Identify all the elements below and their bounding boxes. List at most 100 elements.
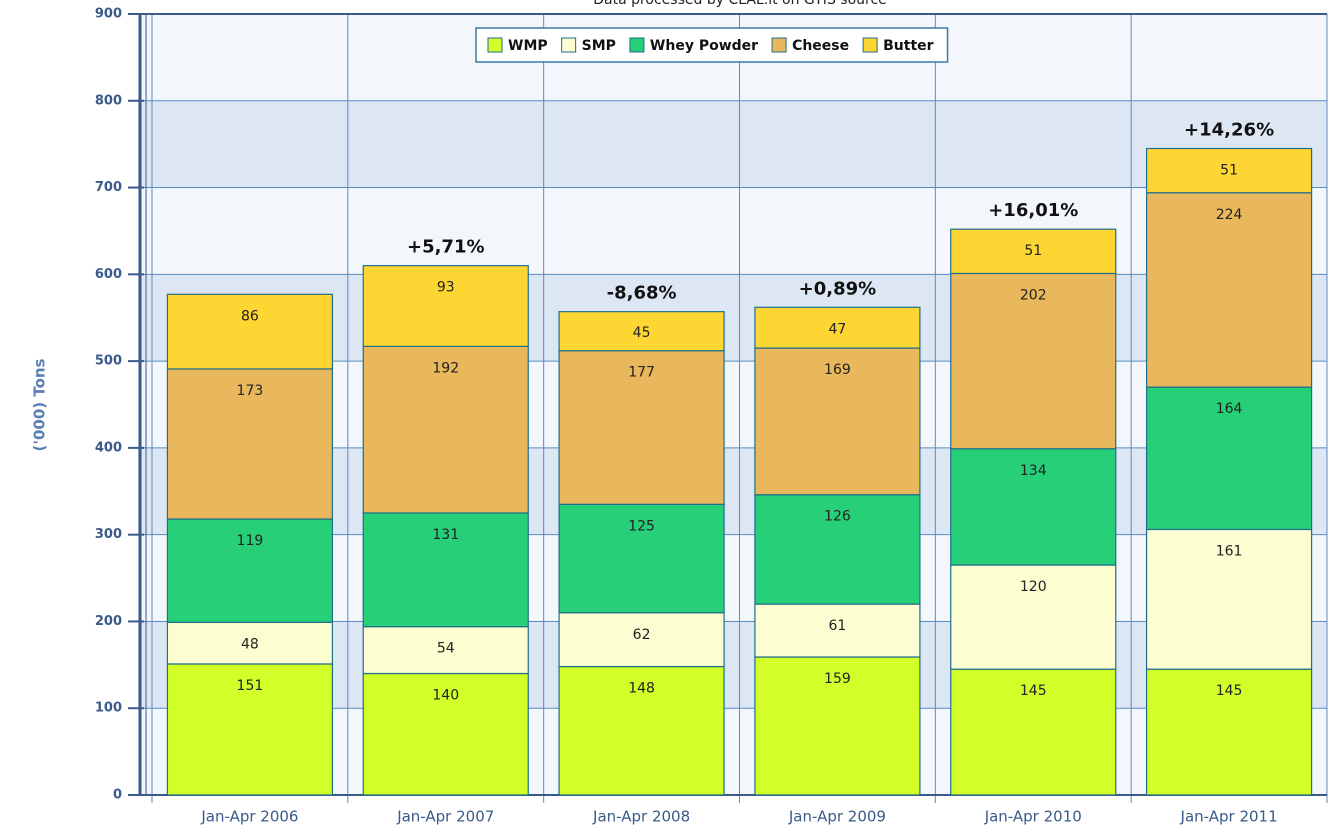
legend-label: WMP — [508, 38, 548, 54]
bar-segment — [362, 265, 529, 347]
x-tick-label: Jan-Apr 2011 — [1180, 808, 1278, 826]
bar-segment — [558, 350, 725, 505]
data-label: 145 — [1216, 683, 1243, 699]
bar-segment — [950, 272, 1117, 450]
data-label: 62 — [633, 627, 651, 643]
change-label: +5,71% — [407, 237, 485, 258]
y-tick-label: 200 — [95, 614, 122, 629]
legend: WMP SMP Whey Powder Cheese Butter — [475, 27, 949, 63]
data-label: 51 — [1220, 163, 1238, 179]
y-tick-label: 100 — [95, 701, 122, 716]
data-label: 119 — [237, 533, 264, 549]
x-tick-label: Jan-Apr 2007 — [396, 808, 494, 826]
bar-segment — [950, 228, 1117, 275]
bar-segment — [166, 293, 334, 370]
change-label: +0,89% — [799, 278, 877, 299]
bar-segment — [754, 656, 921, 796]
y-tick-label: 500 — [95, 354, 122, 369]
data-label: 51 — [1024, 243, 1042, 259]
legend-label: Cheese — [792, 38, 849, 54]
bar-segment — [362, 345, 529, 514]
bar-segment — [558, 612, 725, 668]
data-label: 159 — [824, 671, 851, 687]
legend-swatch — [771, 37, 787, 53]
y-tick-label: 600 — [95, 267, 122, 282]
legend-swatch — [862, 37, 878, 53]
data-label: 125 — [628, 518, 655, 534]
data-label: 131 — [432, 527, 459, 543]
bar-segment — [558, 503, 725, 614]
data-label: 173 — [237, 383, 264, 399]
bar-segment — [166, 518, 334, 623]
stripe — [138, 534, 1327, 622]
legend-swatch — [629, 37, 645, 53]
data-label: 126 — [824, 509, 851, 525]
bar-segment — [362, 512, 529, 628]
data-label: 140 — [432, 688, 459, 704]
stripe — [138, 274, 1327, 362]
y-tick-label: 700 — [95, 180, 122, 195]
bar-segment — [362, 672, 529, 796]
subtitle: Data processed by CLAL.it on GTIS source — [593, 0, 887, 8]
bar-segment — [950, 448, 1117, 566]
bar-segment — [166, 621, 334, 665]
legend-swatch — [561, 37, 577, 53]
data-label: 93 — [437, 280, 455, 296]
y-tick-label: 400 — [95, 440, 122, 455]
bar-segment — [754, 306, 921, 349]
bar-segment — [558, 311, 725, 352]
stripe — [138, 621, 1327, 709]
data-label: 202 — [1020, 287, 1047, 303]
legend-swatch — [487, 37, 503, 53]
stripe — [138, 361, 1327, 448]
data-label: 61 — [829, 618, 847, 634]
bar-segment — [1145, 147, 1313, 194]
stripe — [138, 708, 1327, 795]
data-label: 192 — [432, 360, 459, 376]
bar-segment — [754, 494, 921, 605]
x-tick-label: Jan-Apr 2006 — [200, 808, 298, 826]
y-tick-label: 900 — [95, 7, 122, 22]
plot-background — [138, 14, 1327, 795]
data-label: 45 — [633, 325, 651, 341]
data-label: 145 — [1020, 683, 1047, 699]
bar-segment — [950, 668, 1117, 796]
data-label: 177 — [628, 365, 655, 381]
data-label: 151 — [237, 678, 264, 694]
bar-segment — [166, 663, 334, 796]
bar-segment — [1145, 668, 1313, 796]
bar-segment — [1145, 386, 1313, 531]
change-label: -8,68% — [607, 283, 677, 304]
stripe — [138, 187, 1327, 275]
change-label: +14,26% — [1184, 120, 1274, 141]
legend-label: Whey Powder — [650, 38, 758, 54]
data-label: 134 — [1020, 463, 1047, 479]
bar-segment — [362, 626, 529, 675]
y-axis-label: ('000) Tons — [31, 358, 49, 451]
x-tick-label: Jan-Apr 2010 — [984, 808, 1082, 826]
y-tick-label: 0 — [113, 788, 122, 803]
data-label: 86 — [241, 308, 259, 324]
bar-segment — [754, 347, 921, 496]
x-tick-label: Jan-Apr 2008 — [592, 808, 690, 826]
bar-segment — [754, 603, 921, 658]
data-label: 224 — [1216, 207, 1243, 223]
legend-label: Butter — [883, 38, 934, 54]
data-label: 48 — [241, 636, 259, 652]
stripe — [138, 100, 1327, 188]
data-label: 120 — [1020, 579, 1047, 595]
data-label: 169 — [824, 362, 851, 378]
bar-segment — [558, 665, 725, 796]
change-label: +16,01% — [988, 200, 1078, 221]
legend-label: SMP — [582, 38, 616, 54]
y-tick-label: 800 — [95, 93, 122, 108]
data-label: 161 — [1216, 543, 1243, 559]
bar-segment — [1145, 528, 1313, 670]
bar-segment — [166, 368, 334, 520]
data-label: 47 — [829, 321, 847, 337]
data-label: 148 — [628, 681, 655, 697]
data-label: 54 — [437, 641, 455, 657]
y-tick-label: 300 — [95, 527, 122, 542]
stripe — [138, 447, 1327, 535]
